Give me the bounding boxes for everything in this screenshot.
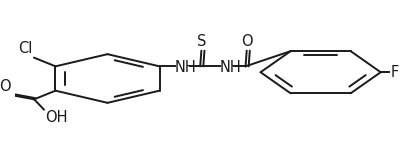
Text: F: F [389, 65, 398, 80]
Text: OH: OH [45, 110, 67, 125]
Text: O: O [0, 79, 11, 94]
Text: S: S [196, 34, 206, 49]
Text: NH: NH [174, 60, 196, 75]
Text: O: O [240, 34, 252, 49]
Text: NH: NH [219, 60, 241, 75]
Text: Cl: Cl [18, 41, 32, 56]
